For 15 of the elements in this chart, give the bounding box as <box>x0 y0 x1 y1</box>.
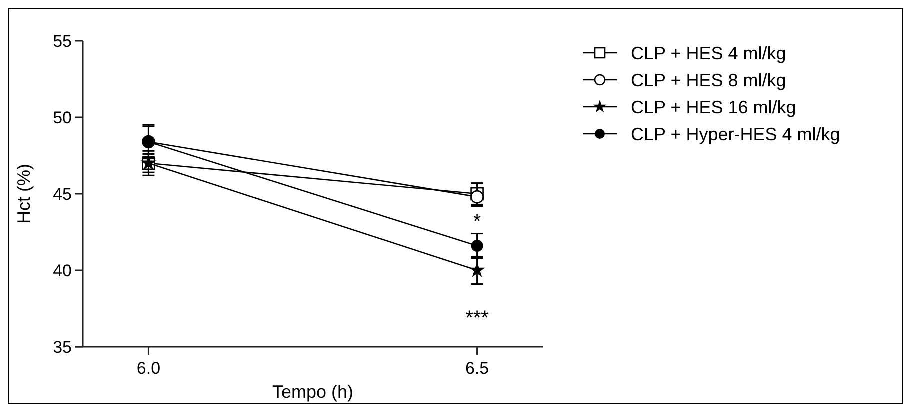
legend-label: CLP + HES 4 ml/kg <box>631 43 786 64</box>
x-tick-label: 6.5 <box>465 359 490 378</box>
x-tick-label: 6.0 <box>136 359 161 378</box>
legend-label: CLP + HES 8 ml/kg <box>631 70 786 90</box>
legend-label: CLP + HES 16 ml/kg <box>631 97 796 118</box>
annotation: * <box>473 211 482 234</box>
y-tick-label: 35 <box>53 338 72 357</box>
y-tick-label: 45 <box>53 184 72 204</box>
y-tick-label: 55 <box>53 32 72 51</box>
legend-label: CLP + Hyper-HES 4 ml/kg <box>631 124 840 144</box>
y-tick-label: 50 <box>53 108 72 128</box>
x-axis-title: Tempo (h) <box>272 382 354 402</box>
y-tick-label: 40 <box>53 261 72 280</box>
annotation: *** <box>466 308 490 330</box>
y-axis-title: Hct (%) <box>14 164 34 224</box>
